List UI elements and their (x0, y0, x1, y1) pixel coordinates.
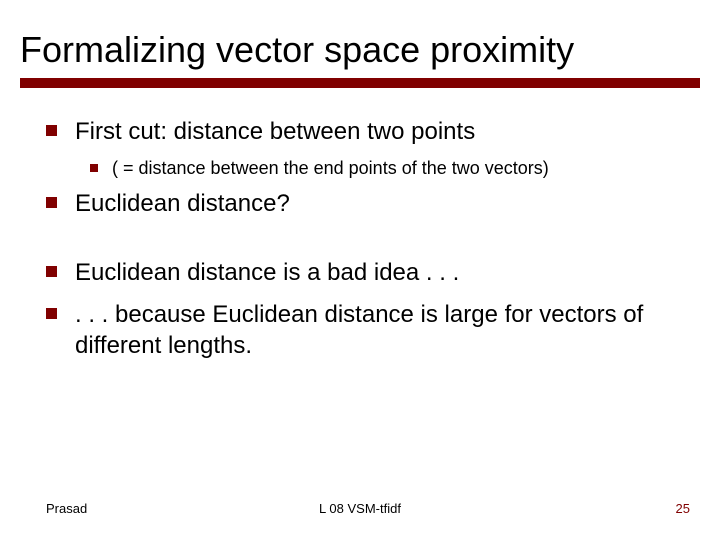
title-block: Formalizing vector space proximity (0, 0, 720, 78)
bullet-item: . . . because Euclidean distance is larg… (46, 299, 690, 361)
sub-bullet-item: ( = distance between the end points of t… (90, 157, 690, 180)
footer-left: Prasad (46, 501, 87, 516)
square-bullet-icon (90, 164, 98, 172)
content-area: First cut: distance between two points (… (0, 88, 720, 361)
spacer (46, 229, 690, 257)
square-bullet-icon (46, 197, 57, 208)
bullet-text: Euclidean distance is a bad idea . . . (75, 257, 459, 288)
square-bullet-icon (46, 125, 57, 136)
footer-center: L 08 VSM-tfidf (319, 501, 401, 516)
sub-bullet-text: ( = distance between the end points of t… (112, 157, 549, 180)
footer: Prasad L 08 VSM-tfidf 25 (0, 501, 720, 516)
bullet-item: Euclidean distance? (46, 188, 690, 219)
page-number: 25 (676, 501, 690, 516)
square-bullet-icon (46, 266, 57, 277)
bullet-text: Euclidean distance? (75, 188, 290, 219)
slide: Formalizing vector space proximity First… (0, 0, 720, 540)
bullet-text: . . . because Euclidean distance is larg… (75, 299, 690, 361)
square-bullet-icon (46, 308, 57, 319)
bullet-item: First cut: distance between two points (46, 116, 690, 147)
title-underline-bar (20, 78, 700, 88)
bullet-text: First cut: distance between two points (75, 116, 475, 147)
slide-title: Formalizing vector space proximity (20, 30, 700, 70)
bullet-item: Euclidean distance is a bad idea . . . (46, 257, 690, 288)
